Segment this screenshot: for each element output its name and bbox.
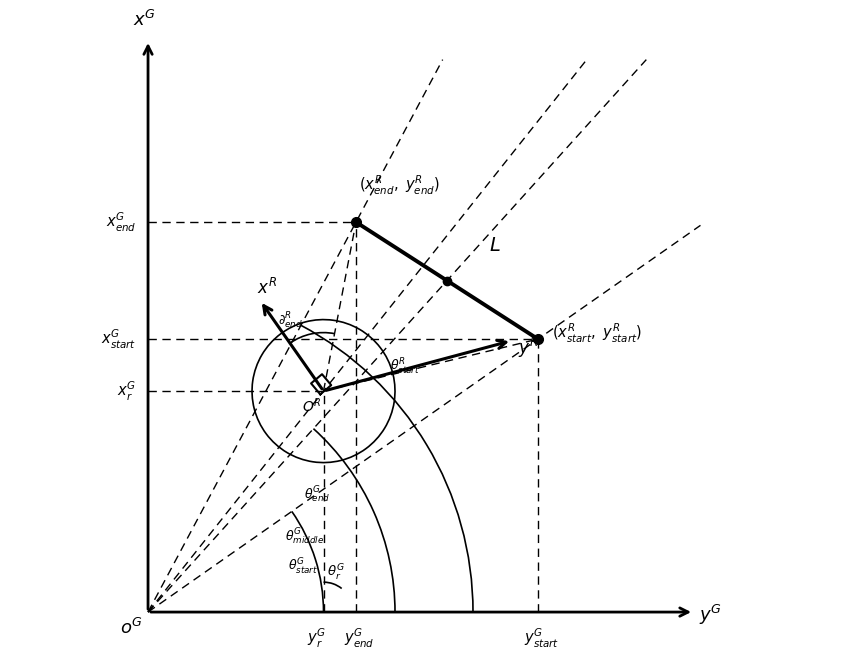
Text: $\theta_{start}^G$: $\theta_{start}^G$: [288, 557, 318, 577]
Text: $(x_{start}^R,\ y_{start}^R)$: $(x_{start}^R,\ y_{start}^R)$: [552, 322, 642, 346]
Text: $x_{start}^G$: $x_{start}^G$: [101, 327, 136, 351]
Text: $x_r^G$: $x_r^G$: [117, 380, 136, 403]
Text: $\partial_{end}^R$: $\partial_{end}^R$: [278, 311, 303, 331]
Text: $y_r^G$: $y_r^G$: [307, 626, 327, 650]
Text: $x_{end}^G$: $x_{end}^G$: [106, 211, 136, 234]
Text: $(x_{end}^R,\ y_{end}^R)$: $(x_{end}^R,\ y_{end}^R)$: [360, 174, 440, 197]
Text: $x^G$: $x^G$: [133, 10, 157, 30]
Text: $y_{end}^G$: $y_{end}^G$: [344, 626, 375, 650]
Text: $\theta_{end}^G$: $\theta_{end}^G$: [304, 485, 330, 505]
Text: $\theta_r^G$: $\theta_r^G$: [327, 563, 344, 583]
Text: $y_{start}^G$: $y_{start}^G$: [524, 626, 559, 650]
Text: $o^G$: $o^G$: [120, 618, 143, 638]
Text: $y^R$: $y^R$: [518, 336, 538, 360]
Text: $\theta_{start}^R$: $\theta_{start}^R$: [390, 357, 420, 377]
Text: $y^G$: $y^G$: [699, 603, 722, 627]
Text: $O^R$: $O^R$: [302, 396, 322, 415]
Text: $L$: $L$: [489, 236, 501, 256]
Text: $\theta_{middle}^G$: $\theta_{middle}^G$: [285, 527, 324, 547]
Text: $x^R$: $x^R$: [257, 278, 277, 298]
